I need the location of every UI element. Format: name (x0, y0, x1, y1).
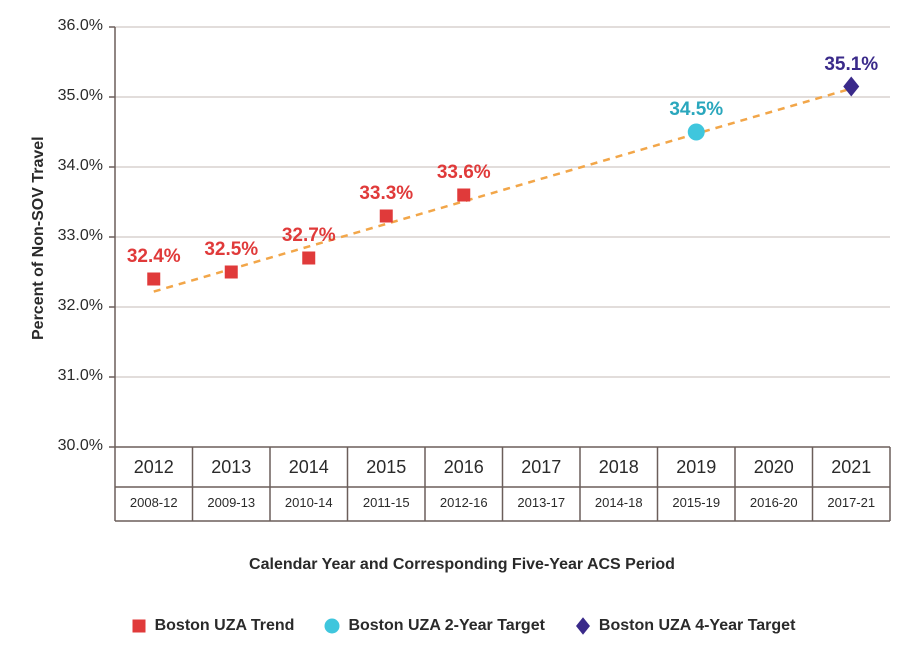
x-tick-subperiod: 2015-19 (658, 495, 736, 510)
legend-marker-circle-icon (322, 616, 342, 636)
legend-item: Boston UZA 2-Year Target (322, 616, 544, 636)
data-point-label: 34.5% (656, 99, 736, 121)
y-tick-label: 35.0% (0, 87, 103, 105)
x-tick-year: 2021 (813, 457, 891, 478)
x-tick-year: 2019 (658, 457, 736, 478)
x-tick-subperiod: 2009-13 (193, 495, 271, 510)
legend: Boston UZA Trend Boston UZA 2-Year Target… (0, 616, 924, 636)
data-point-label: 32.7% (269, 225, 349, 247)
x-tick-subperiod: 2016-20 (735, 495, 813, 510)
data-point-label: 32.5% (191, 239, 271, 261)
y-tick-label: 36.0% (0, 17, 103, 35)
x-tick-subperiod: 2012-16 (425, 495, 503, 510)
x-tick-year: 2020 (735, 457, 813, 478)
legend-label: Boston UZA 4-Year Target (599, 617, 795, 635)
x-tick-subperiod: 2011-15 (348, 495, 426, 510)
legend-marker-square-icon (129, 616, 149, 636)
non-sov-travel-chart: Percent of Non-SOV Travel 30.0%31.0%32.0… (0, 0, 924, 669)
legend-marker-diamond-icon (573, 616, 593, 636)
x-tick-year: 2012 (115, 457, 193, 478)
x-tick-subperiod: 2014-18 (580, 495, 658, 510)
y-tick-label: 32.0% (0, 297, 103, 315)
x-tick-year: 2017 (503, 457, 581, 478)
x-tick-subperiod: 2013-17 (503, 495, 581, 510)
x-axis-title: Calendar Year and Corresponding Five-Yea… (0, 556, 924, 574)
data-point-label: 32.4% (114, 246, 194, 268)
x-tick-year: 2014 (270, 457, 348, 478)
x-tick-subperiod: 2010-14 (270, 495, 348, 510)
data-point-label: 33.3% (346, 183, 426, 205)
x-tick-year: 2018 (580, 457, 658, 478)
y-tick-label: 33.0% (0, 227, 103, 245)
x-tick-year: 2016 (425, 457, 503, 478)
x-tick-subperiod: 2017-21 (813, 495, 891, 510)
legend-label: Boston UZA Trend (155, 617, 295, 635)
data-point-label: 33.6% (424, 162, 504, 184)
legend-item: Boston UZA Trend (129, 616, 295, 636)
y-tick-label: 30.0% (0, 437, 103, 455)
x-tick-subperiod: 2008-12 (115, 495, 193, 510)
legend-item: Boston UZA 4-Year Target (573, 616, 795, 636)
legend-label: Boston UZA 2-Year Target (348, 617, 544, 635)
x-tick-year: 2015 (348, 457, 426, 478)
y-tick-label: 34.0% (0, 157, 103, 175)
data-point-label: 35.1% (811, 54, 891, 76)
x-tick-year: 2013 (193, 457, 271, 478)
y-tick-label: 31.0% (0, 367, 103, 385)
